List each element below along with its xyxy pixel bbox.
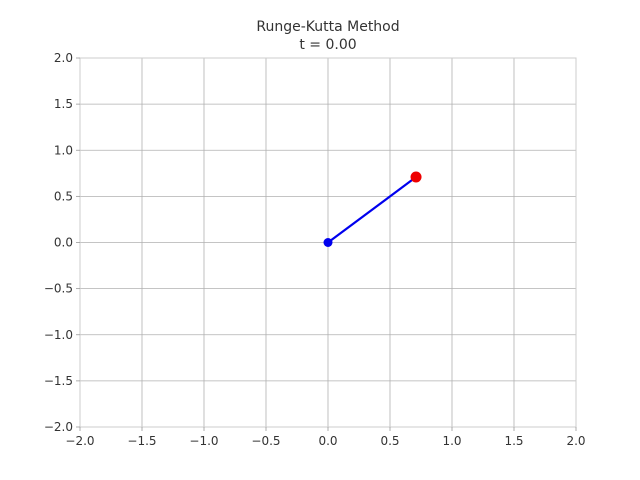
x-tick-label: 0.0 [318,434,337,448]
y-tick-label: −1.0 [44,328,73,342]
series [327,176,417,244]
pivot-point [323,238,333,247]
x-tick-label: −2.0 [65,434,94,448]
y-tick-label: −2.0 [44,420,73,434]
y-tick-label: 1.0 [54,143,73,157]
pendulum-line [327,176,417,244]
tick-labels: −2.0 −1.5 −1.0 −0.5 0.0 0.5 1.0 1.5 2.0 −2.0 −1.5 −… [44,51,586,448]
y-tick-label: −0.5 [44,282,73,296]
points [323,171,422,247]
y-tick-label: −1.5 [44,374,73,388]
y-tick-label: 0.0 [54,236,73,250]
y-tick-label: 0.5 [54,189,73,203]
x-tick-label: 2.0 [566,434,585,448]
chart-subtitle: t = 0.00 [299,37,356,53]
x-tick-label: −1.0 [189,434,218,448]
chart-title: Runge-Kutta Method [256,19,399,35]
x-tick-label: −1.5 [127,434,156,448]
x-tick-label: 1.0 [442,434,461,448]
x-tick-label: −0.5 [251,434,280,448]
x-tick-label: 0.5 [380,434,399,448]
y-tick-label: 1.5 [54,97,73,111]
y-tick-label: 2.0 [54,51,73,65]
x-tick-label: 1.5 [504,434,523,448]
bob-point [410,171,422,183]
